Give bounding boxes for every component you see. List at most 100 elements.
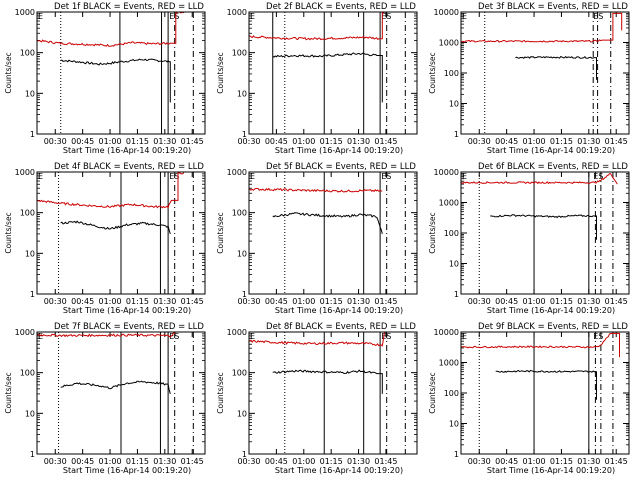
plot-frame xyxy=(36,331,206,455)
lld-series-line xyxy=(37,172,187,209)
y-axis-label: Counts/sec xyxy=(428,372,437,413)
panel-title: Det 2f BLACK = Events, RED = LLD xyxy=(266,2,416,12)
x-tick-label: 01:45 xyxy=(605,457,628,466)
x-tick-label: 01:00 xyxy=(99,457,122,466)
x-tick-label: 01:45 xyxy=(605,137,628,146)
lld-series-line xyxy=(249,187,383,193)
events-series-line xyxy=(60,58,171,103)
panel-title: Det 3f BLACK = Events, RED = LLD xyxy=(478,2,628,12)
y-tick-label: 10 xyxy=(25,409,35,418)
x-tick-label: 01:15 xyxy=(320,297,343,306)
x-tick-label: 01:30 xyxy=(577,297,600,306)
x-tick-label: 01:45 xyxy=(181,457,204,466)
x-tick-label: 01:15 xyxy=(320,137,343,146)
marker-label-start: E xyxy=(250,12,255,21)
y-tick-label: 1 xyxy=(242,290,247,299)
x-tick-label: 01:15 xyxy=(550,297,573,306)
events-series-line xyxy=(272,52,383,103)
marker-label-start: E xyxy=(38,12,43,21)
y-tick-label: 1 xyxy=(30,130,35,139)
marker-label-end: ES xyxy=(381,332,391,341)
detector-panel-9: Det 9f BLACK = Events, RED = LLD Counts/s… xyxy=(428,322,630,475)
x-tick-label: 01:15 xyxy=(550,457,573,466)
plot-frame xyxy=(36,171,206,295)
y-tick-label: 1000 xyxy=(439,39,459,48)
marker-label-end: ES xyxy=(593,12,603,21)
x-tick-label: 01:30 xyxy=(153,457,176,466)
y-tick-label: 10 xyxy=(25,249,35,258)
x-tick-label: 01:15 xyxy=(126,457,149,466)
panel-title: Det 9f BLACK = Events, RED = LLD xyxy=(478,322,628,332)
y-tick-label: 100 xyxy=(444,229,459,238)
y-tick-label: 1000 xyxy=(15,168,35,177)
events-series-line xyxy=(272,212,383,235)
lld-series-line xyxy=(461,173,618,185)
x-tick-label: 01:45 xyxy=(605,297,628,306)
x-tick-label: 00:30 xyxy=(237,457,260,466)
lld-series-line xyxy=(461,12,623,43)
y-axis-label: Counts/sec xyxy=(216,52,225,93)
marker-label-end: ES xyxy=(593,172,603,181)
x-tick-label: 00:45 xyxy=(71,297,94,306)
x-tick-label: 01:15 xyxy=(126,137,149,146)
plot-frame xyxy=(36,11,206,135)
marker-label-end: ES xyxy=(169,12,179,21)
x-tick-label: 00:30 xyxy=(237,137,260,146)
x-tick-label: 00:45 xyxy=(71,457,94,466)
x-tick-label: 01:15 xyxy=(550,137,573,146)
x-tick-label: 01:00 xyxy=(99,137,122,146)
detector-panel-2: Det 2f BLACK = Events, RED = LLD Counts/s… xyxy=(216,2,418,155)
x-tick-label: 01:00 xyxy=(292,297,315,306)
y-tick-label: 100 xyxy=(20,49,35,58)
lld-series-line xyxy=(249,332,385,347)
y-tick-label: 100 xyxy=(20,209,35,218)
y-tick-label: 10000 xyxy=(434,328,459,337)
y-tick-label: 100 xyxy=(20,369,35,378)
events-series-line xyxy=(495,369,597,400)
x-tick-label: 01:15 xyxy=(126,297,149,306)
x-axis-label: Start Time (16-Apr-14 00:19:20) xyxy=(63,306,191,315)
y-axis-label: Counts/sec xyxy=(428,212,437,253)
y-axis-label: Counts/sec xyxy=(216,212,225,253)
detector-panel-7: Det 7f BLACK = Events, RED = LLD Counts/s… xyxy=(4,322,206,475)
detector-panel-1: Det 1f BLACK = Events, RED = LLD Counts/s… xyxy=(4,2,206,155)
y-tick-label: 1000 xyxy=(15,8,35,17)
x-tick-label: 01:30 xyxy=(347,297,370,306)
x-tick-label: 01:00 xyxy=(523,457,546,466)
x-tick-label: 00:45 xyxy=(495,137,518,146)
x-tick-label: 01:30 xyxy=(577,137,600,146)
x-tick-label: 00:45 xyxy=(265,137,288,146)
y-tick-label: 100 xyxy=(232,209,247,218)
y-tick-label: 10 xyxy=(449,420,459,429)
y-tick-label: 1000 xyxy=(227,168,247,177)
detector-panel-8: Det 8f BLACK = Events, RED = LLD Counts/s… xyxy=(216,322,418,475)
y-tick-label: 100 xyxy=(232,369,247,378)
x-tick-label: 00:45 xyxy=(495,457,518,466)
x-tick-label: 01:00 xyxy=(292,137,315,146)
events-series-line xyxy=(60,380,171,395)
y-tick-label: 10000 xyxy=(434,168,459,177)
x-axis-label: Start Time (16-Apr-14 00:19:20) xyxy=(275,146,403,155)
marker-label-end: ES xyxy=(593,332,603,341)
y-tick-label: 1 xyxy=(30,290,35,299)
x-tick-label: 01:15 xyxy=(320,457,343,466)
plot-frame xyxy=(248,11,418,135)
x-tick-label: 00:30 xyxy=(44,297,67,306)
x-tick-label: 01:45 xyxy=(374,297,397,306)
y-tick-label: 100 xyxy=(444,389,459,398)
x-tick-label: 00:30 xyxy=(468,297,491,306)
marker-label-start: E xyxy=(462,332,467,341)
y-tick-label: 10 xyxy=(449,100,459,109)
x-axis-label: Start Time (16-Apr-14 00:19:20) xyxy=(487,306,615,315)
detector-panel-5: Det 5f BLACK = Events, RED = LLD Counts/s… xyxy=(216,162,418,315)
y-tick-label: 10 xyxy=(237,89,247,98)
x-axis-label: Start Time (16-Apr-14 00:19:20) xyxy=(275,466,403,475)
events-series-line xyxy=(60,220,171,235)
marker-label-end: ES xyxy=(169,332,179,341)
x-tick-label: 01:00 xyxy=(523,137,546,146)
y-tick-label: 1 xyxy=(30,450,35,459)
y-tick-label: 10 xyxy=(237,249,247,258)
plot-frame xyxy=(248,171,418,295)
